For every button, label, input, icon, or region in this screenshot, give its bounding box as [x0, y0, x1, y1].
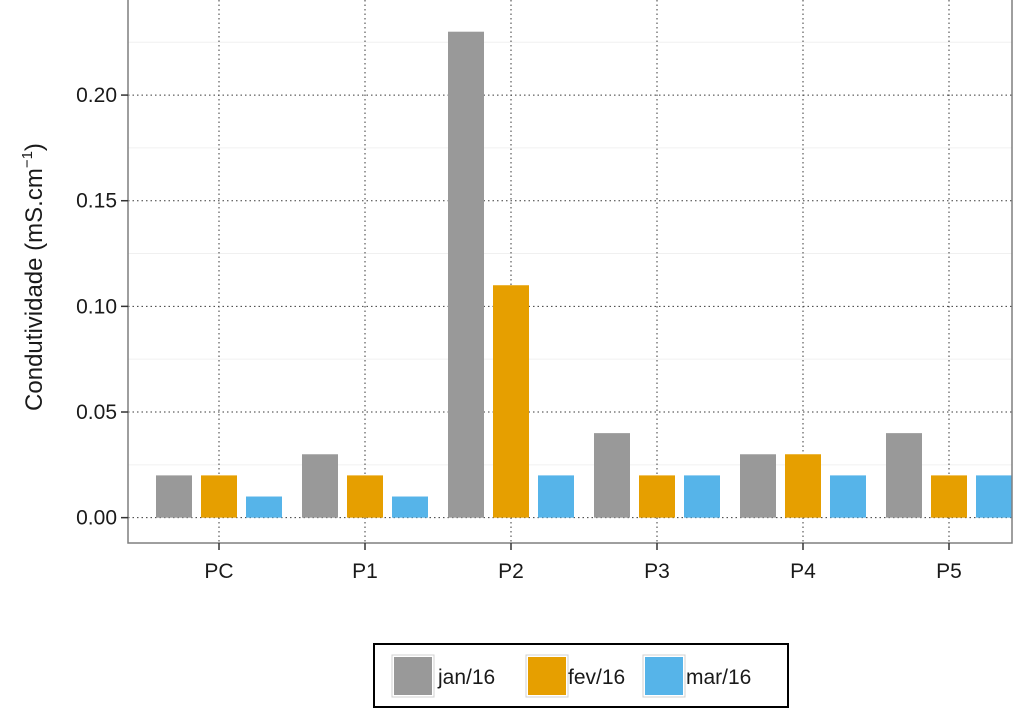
y-tick-label: 0.20	[76, 84, 117, 107]
legend-label: fev/16	[568, 666, 625, 689]
grid-lines	[128, 0, 1012, 543]
bar-P3-fev/16	[639, 475, 675, 518]
y-tick-label: 0.10	[76, 295, 117, 318]
bar-P3-mar/16	[684, 475, 720, 518]
bar-P1-fev/16	[347, 475, 383, 518]
x-tick-label: PC	[204, 560, 233, 583]
bar-P1-mar/16	[392, 496, 428, 518]
legend-label: mar/16	[686, 666, 751, 689]
y-axis-ticks: 0.00 0.05 0.10 0.15 0.20	[76, 84, 128, 530]
x-tick-label: P2	[498, 560, 524, 583]
bar-P3-jan/16	[594, 433, 630, 518]
x-tick-label: P1	[352, 560, 378, 583]
bar-P2-jan/16	[448, 31, 484, 518]
plot-panel-border	[127, 0, 1013, 544]
bar-P5-jan/16	[886, 433, 922, 518]
y-axis-title: Condutividade (mS.cm−1)	[19, 143, 48, 411]
y-axis-title-main: Condutividade (mS.cm	[21, 168, 48, 411]
bar-P5-fev/16	[931, 475, 967, 518]
bar-P1-jan/16	[302, 454, 338, 518]
legend: jan/16 fev/16 mar/16	[373, 643, 789, 708]
legend-label: jan/16	[437, 666, 495, 689]
y-tick-label: 0.15	[76, 190, 117, 213]
y-tick-label: 0.00	[76, 507, 117, 530]
y-axis-title-close: )	[21, 143, 48, 151]
x-tick-label: P3	[644, 560, 670, 583]
bar-P4-fev/16	[785, 454, 821, 518]
legend-key-mar/16	[645, 657, 683, 695]
bar-PC-fev/16	[201, 475, 237, 518]
bar-P4-jan/16	[740, 454, 776, 518]
bar-PC-mar/16	[246, 496, 282, 518]
bar-P2-fev/16	[493, 285, 529, 518]
legend-key-jan/16	[394, 657, 432, 695]
legend-key-fev/16	[528, 657, 566, 695]
y-axis-title-superscript: −1	[19, 151, 36, 168]
bar-PC-jan/16	[156, 475, 192, 518]
x-tick-label: P4	[790, 560, 816, 583]
bar-P2-mar/16	[538, 475, 574, 518]
y-tick-label: 0.05	[76, 401, 117, 424]
bar-P4-mar/16	[830, 475, 866, 518]
x-axis-ticks: PC P1 P2 P3 P4 P5	[204, 543, 962, 583]
bar-P5-mar/16	[976, 475, 1012, 518]
legend-box	[373, 643, 789, 708]
x-tick-label: P5	[936, 560, 962, 583]
bars	[156, 31, 1012, 518]
